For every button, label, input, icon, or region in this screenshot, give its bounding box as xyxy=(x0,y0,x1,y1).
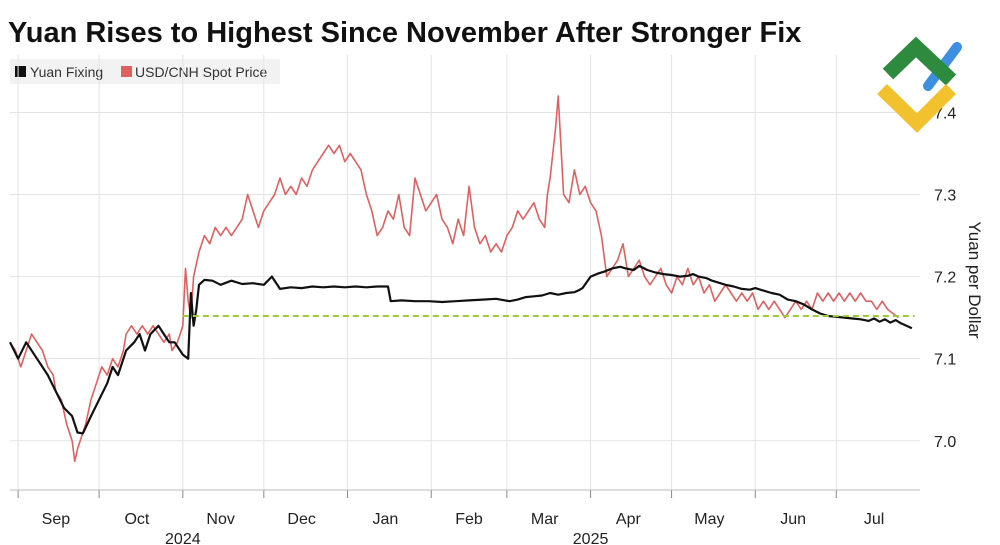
legend: Yuan Fixing USD/CNH Spot Price xyxy=(10,59,280,84)
y-axis-label: Yuan per Dollar xyxy=(965,221,984,339)
legend-swatch-usd-cnh xyxy=(121,66,132,77)
x-tick-label: Jan xyxy=(372,511,398,528)
logo-yellow-mark xyxy=(877,83,956,133)
x-year-label: 2024 xyxy=(165,531,201,545)
y-tick-label: 7.1 xyxy=(934,352,956,369)
legend-label-yuan-fixing: Yuan Fixing xyxy=(30,64,103,80)
x-tick-label: Oct xyxy=(124,511,149,528)
legend-label-usd-cnh: USD/CNH Spot Price xyxy=(135,64,267,80)
y-tick-label: 7.3 xyxy=(934,188,956,205)
x-tick-label: Feb xyxy=(455,511,483,528)
x-tick-label: Sep xyxy=(42,511,71,528)
x-tick-label: Mar xyxy=(531,511,559,528)
x-tick-label: Dec xyxy=(287,511,315,528)
gridlines xyxy=(10,55,920,490)
y-tick-label: 7.0 xyxy=(934,434,956,451)
x-tick-label: May xyxy=(694,511,724,528)
brand-logo xyxy=(877,36,962,133)
series-layer xyxy=(9,95,915,463)
legend-background xyxy=(10,59,280,84)
series-line-usd-cnh-spot xyxy=(9,95,899,463)
y-tick-label: 7.2 xyxy=(934,270,956,287)
series-line-yuan-fixing xyxy=(9,264,913,435)
x-tick-label: Apr xyxy=(616,511,642,528)
x-year-label: 2025 xyxy=(573,531,609,545)
chart-title: Yuan Rises to Highest Since November Aft… xyxy=(8,17,801,49)
x-tick-label: Nov xyxy=(206,511,234,528)
legend-swatch-yuan-fixing xyxy=(15,66,26,77)
logo-green-mark xyxy=(882,36,957,86)
x-tick-label: Jun xyxy=(780,511,806,528)
x-tick-label: Jul xyxy=(864,511,884,528)
